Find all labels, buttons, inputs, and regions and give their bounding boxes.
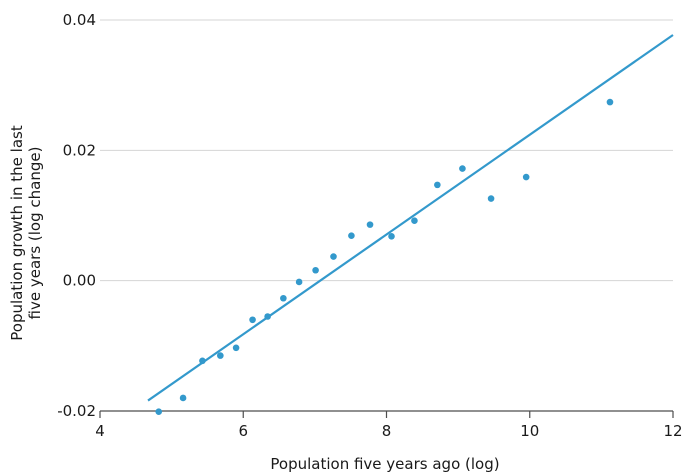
data-point bbox=[295, 278, 303, 286]
data-point bbox=[487, 195, 495, 202]
fit-line bbox=[147, 34, 674, 402]
data-point bbox=[606, 98, 614, 106]
y-axis-label-line-1: Population growth in the last bbox=[8, 125, 26, 341]
data-point bbox=[348, 232, 355, 240]
data-points bbox=[155, 98, 614, 415]
data-point bbox=[179, 394, 187, 402]
data-point bbox=[217, 352, 224, 359]
y-tick-label: 0.02 bbox=[63, 141, 96, 159]
data-point bbox=[249, 316, 256, 324]
tick-labels: -0.02 0.00 0.02 0.04 4 6 8 10 12 bbox=[57, 11, 682, 440]
x-axis bbox=[99, 410, 674, 418]
x-tick-label: 10 bbox=[520, 422, 539, 440]
y-axis-label-line-2: five years (log change) bbox=[26, 147, 44, 320]
y-tick-label: 0.04 bbox=[63, 11, 96, 29]
data-point bbox=[522, 173, 530, 181]
data-point bbox=[232, 344, 240, 352]
data-point bbox=[459, 165, 466, 172]
fit-line-group bbox=[147, 34, 674, 402]
data-point bbox=[155, 408, 163, 415]
x-axis-label: Population five years ago (log) bbox=[270, 455, 499, 473]
data-point bbox=[434, 181, 441, 189]
x-tick-label: 12 bbox=[663, 422, 682, 440]
x-tick-label: 8 bbox=[382, 422, 392, 440]
gridlines bbox=[100, 19, 673, 282]
data-point bbox=[280, 294, 287, 302]
data-point bbox=[264, 313, 271, 320]
data-point bbox=[388, 233, 395, 240]
data-point bbox=[330, 253, 337, 260]
y-tick-label: 0.00 bbox=[63, 272, 96, 290]
data-point bbox=[312, 266, 319, 274]
y-axis-label: Population growth in the last five years… bbox=[8, 125, 44, 341]
data-point bbox=[366, 221, 374, 228]
y-tick-label: -0.02 bbox=[57, 402, 96, 420]
x-tick-label: 4 bbox=[95, 422, 105, 440]
x-tick-label: 6 bbox=[238, 422, 248, 440]
data-point bbox=[199, 357, 206, 365]
data-point bbox=[411, 217, 418, 225]
